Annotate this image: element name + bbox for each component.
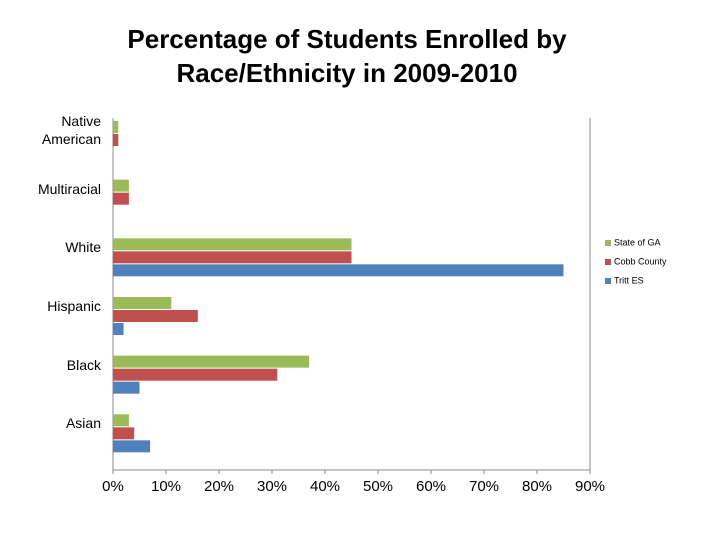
bar [113,368,278,381]
chart-title: Percentage of Students Enrolled by Race/… [127,24,567,88]
bar [113,179,129,192]
bar [113,440,151,453]
bar [113,192,129,205]
bar [113,134,119,146]
legend-label: State of GA [614,237,661,247]
bar [113,251,352,264]
bar [113,121,119,133]
bar [113,355,310,368]
bar [113,310,198,322]
x-tick-label: 0% [102,478,124,495]
y-tick-label: Multiracial [37,180,101,197]
bar [113,323,124,335]
bar [113,427,135,440]
x-tick-label: 70% [469,478,499,495]
legend-swatch [605,240,611,246]
x-tick-label: 40% [310,478,340,495]
legend-label: Tritt ES [614,275,644,285]
x-tick-label: 20% [204,478,234,495]
y-tick-label: Black [66,356,101,373]
y-tick-label: White [65,239,101,256]
x-tick-label: 90% [575,478,605,495]
bar [113,264,564,277]
x-tick-label: 60% [416,478,446,495]
legend-swatch [605,278,611,284]
bar [113,414,129,427]
bar [113,297,172,309]
x-tick-label: 80% [522,478,552,495]
x-tick-label: 50% [363,478,393,495]
x-tick-label: 10% [151,478,181,495]
legend-swatch [605,259,611,265]
bar [113,381,140,394]
y-tick-label: Asian [65,415,101,432]
y-tick-label: Hispanic [47,298,101,314]
x-tick-label: 30% [257,478,287,495]
bar [113,238,352,251]
y-tick-label: Native American [41,113,101,147]
legend-label: Cobb County [614,256,667,266]
